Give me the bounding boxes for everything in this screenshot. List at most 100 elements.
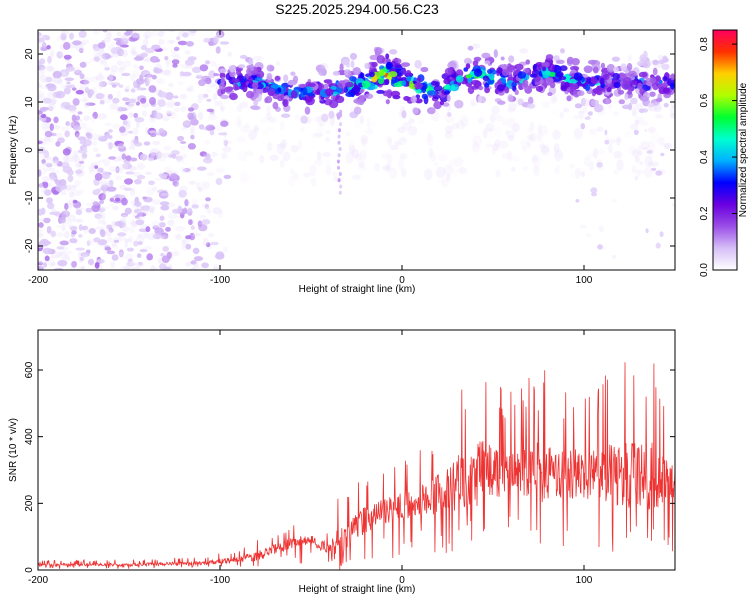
- spectral-blob: [387, 137, 393, 147]
- spectral-blob: [494, 139, 501, 148]
- spectral-blob: [61, 223, 66, 232]
- spectral-blob: [111, 220, 116, 229]
- spectral-blob: [112, 97, 120, 104]
- x-tick-label: -200: [28, 275, 48, 286]
- spectral-blob: [108, 74, 114, 82]
- spectral-blob: [38, 94, 46, 101]
- spectral-blob: [88, 228, 96, 234]
- spectral-blob: [399, 137, 408, 142]
- spectral-blob: [195, 75, 203, 79]
- spectral-blob: [197, 93, 207, 100]
- spectral-blob: [536, 130, 543, 142]
- spectral-blob: [94, 262, 100, 269]
- spectral-blob: [117, 236, 126, 241]
- spectral-blob: [255, 89, 264, 94]
- spectral-blob: [61, 30, 69, 36]
- spectral-blob: [105, 31, 112, 39]
- spectral-blob: [111, 40, 116, 49]
- spectral-blob: [130, 88, 136, 93]
- spectral-blob: [477, 95, 483, 103]
- spectral-blob: [421, 86, 427, 94]
- spectral-blob: [166, 112, 172, 117]
- spectral-blob: [151, 199, 161, 205]
- spectral-blob: [119, 126, 126, 133]
- spectral-blob: [586, 76, 592, 84]
- spectral-blob: [616, 159, 624, 171]
- spectral-blob: [201, 219, 211, 225]
- spectral-blob: [359, 72, 365, 78]
- spectral-blob: [593, 148, 599, 159]
- x-tick-label: -200: [28, 575, 48, 586]
- spectral-blob: [150, 148, 157, 157]
- spectral-blob: [150, 132, 157, 138]
- spectral-blob: [139, 248, 148, 253]
- spectral-blob: [586, 153, 596, 159]
- spectral-blob: [611, 254, 617, 259]
- spectral-blob: [484, 82, 490, 88]
- spectral-blob: [552, 147, 562, 159]
- spectral-blob: [125, 155, 132, 161]
- spectral-blob: [529, 73, 538, 78]
- spectral-blob: [171, 250, 181, 256]
- spectral-blob: [577, 110, 584, 115]
- spectral-blob: [192, 247, 200, 255]
- spectral-blob: [77, 111, 83, 115]
- spectral-blob: [443, 78, 451, 85]
- spectral-blob: [210, 61, 217, 68]
- spectral-blob: [485, 122, 495, 132]
- spectral-blob: [93, 30, 100, 36]
- spectral-blob: [160, 235, 165, 240]
- spectral-blob: [631, 165, 636, 174]
- spectral-blob: [99, 81, 107, 88]
- spectral-blob: [120, 34, 127, 38]
- spectral-blob: [71, 184, 80, 188]
- spectral-blob: [82, 146, 88, 152]
- spectral-blob: [83, 79, 91, 86]
- spectral-blob: [378, 77, 384, 85]
- spectral-blob: [535, 85, 544, 92]
- spectral-blob: [107, 234, 112, 241]
- spectral-blob: [401, 67, 407, 75]
- spectral-blob: [650, 76, 656, 84]
- spectral-blob: [229, 70, 236, 78]
- spectral-blob: [126, 262, 136, 267]
- spectral-blob: [75, 66, 80, 74]
- spectral-blob: [167, 219, 175, 226]
- spectral-blob: [497, 84, 505, 92]
- spectral-blob: [135, 78, 145, 85]
- spectral-blob: [72, 125, 82, 131]
- spectral-blob: [96, 188, 102, 193]
- spectral-blob: [569, 163, 575, 169]
- spectral-blob: [590, 187, 598, 194]
- spectral-blob: [629, 80, 638, 86]
- spectral-blob: [135, 236, 145, 244]
- spectral-blob: [97, 221, 104, 225]
- spectral-blob: [63, 155, 69, 164]
- spectral-blob: [608, 104, 613, 109]
- spectral-blob: [197, 97, 203, 104]
- spectral-blob: [168, 151, 178, 159]
- spectral-blob: [92, 141, 97, 146]
- spectral-blob: [447, 112, 452, 117]
- spectral-blob: [405, 70, 412, 77]
- spectral-blob: [487, 69, 493, 74]
- spectral-blob: [444, 131, 453, 139]
- spectral-blob: [220, 120, 229, 127]
- spectral-blob: [583, 65, 593, 74]
- spectral-blob: [337, 165, 340, 170]
- spectral-blob: [87, 258, 95, 266]
- spectral-blob: [94, 164, 99, 169]
- spectral-blob: [616, 136, 621, 147]
- spectral-blob: [506, 130, 516, 139]
- spectral-blob: [339, 184, 343, 189]
- spectral-blob: [620, 63, 627, 71]
- spectral-blob: [416, 76, 422, 84]
- spectral-blob: [353, 98, 361, 104]
- spectral-blob: [158, 173, 168, 178]
- spectral-blob: [484, 87, 490, 94]
- spectral-blob: [125, 260, 133, 266]
- spectral-blob: [264, 126, 275, 132]
- spectral-blob: [171, 53, 180, 57]
- spectral-blob: [106, 186, 117, 192]
- spectral-blob: [65, 254, 70, 260]
